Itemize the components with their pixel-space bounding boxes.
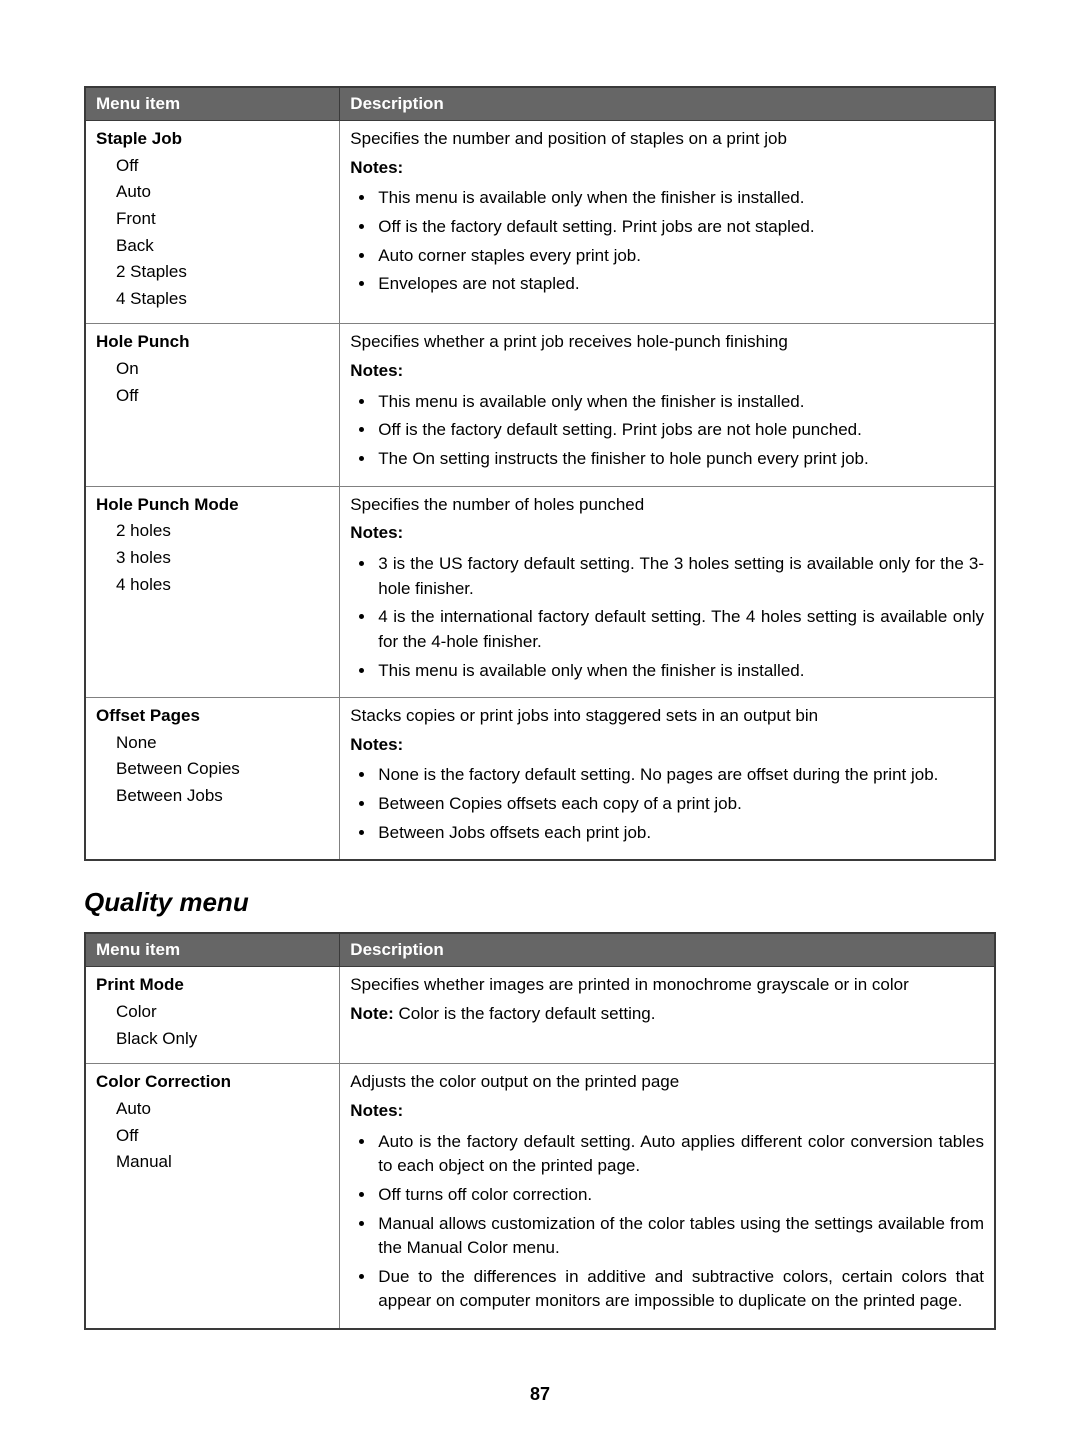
note-item: Off turns off color correction. <box>376 1183 984 1208</box>
note-label: Note: <box>350 1004 398 1023</box>
note-item: Manual allows customization of the color… <box>376 1212 984 1261</box>
notes-label: Notes: <box>350 359 984 384</box>
description-text: Stacks copies or print jobs into stagger… <box>350 704 984 729</box>
note-item: Off is the factory default setting. Prin… <box>376 215 984 240</box>
menu-option: On <box>116 357 329 382</box>
notes-list: 3 is the US factory default setting. The… <box>350 552 984 683</box>
table-row: Hole PunchOnOff Specifies whether a print… <box>85 324 995 486</box>
menu-options-list: ColorBlack Only <box>96 1000 329 1051</box>
notes-label: Notes: <box>350 521 984 546</box>
finishing-menu-table: Menu item Description Staple JobOffAutoF… <box>84 86 996 861</box>
description-text: Specifies whether a print job receives h… <box>350 330 984 355</box>
menu-item-title: Hole Punch Mode <box>96 493 329 518</box>
note-item: Auto is the factory default setting. Aut… <box>376 1130 984 1179</box>
page-number: 87 <box>84 1384 996 1405</box>
menu-options-list: 2 holes3 holes4 holes <box>96 519 329 597</box>
header-description: Description <box>340 87 995 121</box>
notes-label: Notes: <box>350 156 984 181</box>
menu-option: Off <box>116 1124 329 1149</box>
menu-option: Back <box>116 234 329 259</box>
menu-item-title: Print Mode <box>96 973 329 998</box>
menu-option: Off <box>116 384 329 409</box>
menu-option: Auto <box>116 1097 329 1122</box>
table-row: Offset PagesNoneBetween CopiesBetween Jo… <box>85 698 995 861</box>
table-row: Print ModeColorBlack Only Specifies wheth… <box>85 967 995 1064</box>
description-cell: Specifies whether images are printed in … <box>340 967 995 1064</box>
description-cell: Stacks copies or print jobs into stagger… <box>340 698 995 861</box>
table-row: Color CorrectionAutoOffManual Adjusts the… <box>85 1064 995 1329</box>
menu-item-cell: Staple JobOffAutoFrontBack2 Staples4 Sta… <box>85 121 340 324</box>
notes-list: None is the factory default setting. No … <box>350 763 984 845</box>
description-text: Specifies whether images are printed in … <box>350 973 984 998</box>
table-row: Hole Punch Mode2 holes3 holes4 holesSpec… <box>85 486 995 697</box>
note-item: Auto corner staples every print job. <box>376 244 984 269</box>
note-item: Envelopes are not stapled. <box>376 272 984 297</box>
menu-item-title: Hole Punch <box>96 330 329 355</box>
menu-item-title: Offset Pages <box>96 704 329 729</box>
menu-item-title: Color Correction <box>96 1070 329 1095</box>
description-cell: Adjusts the color output on the printed … <box>340 1064 995 1329</box>
note-item: Due to the differences in additive and s… <box>376 1265 984 1314</box>
menu-option: None <box>116 731 329 756</box>
menu-options-list: AutoOffManual <box>96 1097 329 1175</box>
menu-item-cell: Color CorrectionAutoOffManual <box>85 1064 340 1329</box>
menu-item-cell: Hole Punch Mode2 holes3 holes4 holes <box>85 486 340 697</box>
menu-option: Between Copies <box>116 757 329 782</box>
menu-option: 4 holes <box>116 573 329 598</box>
notes-label: Notes: <box>350 1099 984 1124</box>
header-description: Description <box>340 933 995 967</box>
menu-option: Black Only <box>116 1027 329 1052</box>
note-item: This menu is available only when the fin… <box>376 390 984 415</box>
header-menu-item: Menu item <box>85 87 340 121</box>
note-item: This menu is available only when the fin… <box>376 659 984 684</box>
description-text: Specifies the number of holes punched <box>350 493 984 518</box>
menu-options-list: OffAutoFrontBack2 Staples4 Staples <box>96 154 329 312</box>
menu-item-title: Staple Job <box>96 127 329 152</box>
menu-option: Front <box>116 207 329 232</box>
menu-option: Color <box>116 1000 329 1025</box>
menu-option: Manual <box>116 1150 329 1175</box>
note-item: 4 is the international factory default s… <box>376 605 984 654</box>
menu-option: Auto <box>116 180 329 205</box>
menu-item-cell: Offset PagesNoneBetween CopiesBetween Jo… <box>85 698 340 861</box>
single-note: Note: Color is the factory default setti… <box>350 1002 984 1027</box>
menu-option: 3 holes <box>116 546 329 571</box>
menu-option: 4 Staples <box>116 287 329 312</box>
menu-option: Between Jobs <box>116 784 329 809</box>
notes-list: This menu is available only when the fin… <box>350 186 984 297</box>
section-heading-quality-menu: Quality menu <box>84 887 996 918</box>
menu-option: Off <box>116 154 329 179</box>
note-item: None is the factory default setting. No … <box>376 763 984 788</box>
table-row: Staple JobOffAutoFrontBack2 Staples4 Sta… <box>85 121 995 324</box>
notes-list: Auto is the factory default setting. Aut… <box>350 1130 984 1314</box>
description-text: Specifies the number and position of sta… <box>350 127 984 152</box>
description-cell: Specifies the number and position of sta… <box>340 121 995 324</box>
notes-list: This menu is available only when the fin… <box>350 390 984 472</box>
note-item: Between Copies offsets each copy of a pr… <box>376 792 984 817</box>
menu-item-cell: Print ModeColorBlack Only <box>85 967 340 1064</box>
note-item: 3 is the US factory default setting. The… <box>376 552 984 601</box>
notes-label: Notes: <box>350 733 984 758</box>
menu-item-cell: Hole PunchOnOff <box>85 324 340 486</box>
menu-option: 2 Staples <box>116 260 329 285</box>
note-item: Off is the factory default setting. Prin… <box>376 418 984 443</box>
menu-options-list: NoneBetween CopiesBetween Jobs <box>96 731 329 809</box>
note-item: Between Jobs offsets each print job. <box>376 821 984 846</box>
menu-options-list: OnOff <box>96 357 329 408</box>
note-item: This menu is available only when the fin… <box>376 186 984 211</box>
note-item: The On setting instructs the finisher to… <box>376 447 984 472</box>
page-container: Menu item Description Staple JobOffAutoF… <box>0 0 1080 1445</box>
description-text: Adjusts the color output on the printed … <box>350 1070 984 1095</box>
menu-option: 2 holes <box>116 519 329 544</box>
description-cell: Specifies the number of holes punched Not… <box>340 486 995 697</box>
description-cell: Specifies whether a print job receives h… <box>340 324 995 486</box>
quality-menu-table: Menu item Description Print ModeColorBla… <box>84 932 996 1330</box>
note-text: Color is the factory default setting. <box>398 1004 655 1023</box>
header-menu-item: Menu item <box>85 933 340 967</box>
